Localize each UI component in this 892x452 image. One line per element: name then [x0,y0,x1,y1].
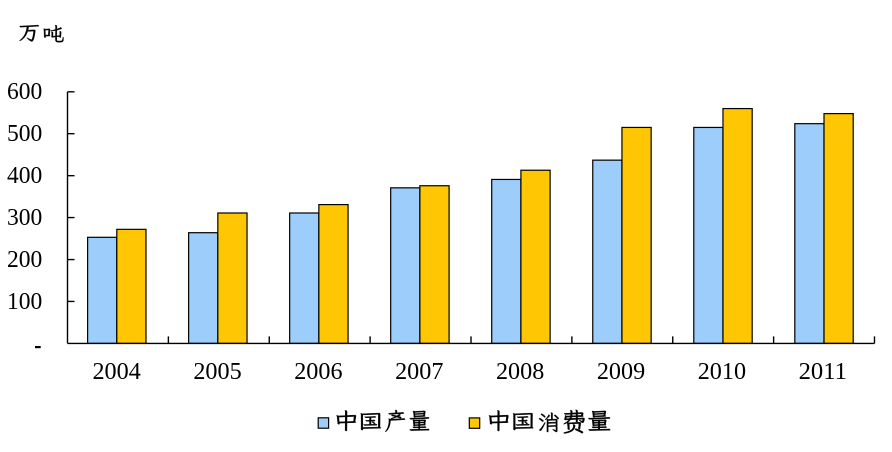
svg-text:2006: 2006 [294,358,342,385]
svg-text:100: 100 [7,288,42,315]
svg-text:500: 500 [7,120,42,147]
svg-text:400: 400 [7,162,42,189]
svg-text:2009: 2009 [597,358,645,385]
svg-text:2010: 2010 [698,358,746,385]
svg-text:2004: 2004 [92,358,140,385]
svg-text:2011: 2011 [799,358,847,385]
svg-text:2008: 2008 [496,358,544,385]
svg-text:2005: 2005 [193,358,241,385]
svg-text:600: 600 [7,78,42,105]
svg-text:300: 300 [7,204,42,231]
svg-text:200: 200 [7,246,42,273]
svg-text:2007: 2007 [395,358,443,385]
